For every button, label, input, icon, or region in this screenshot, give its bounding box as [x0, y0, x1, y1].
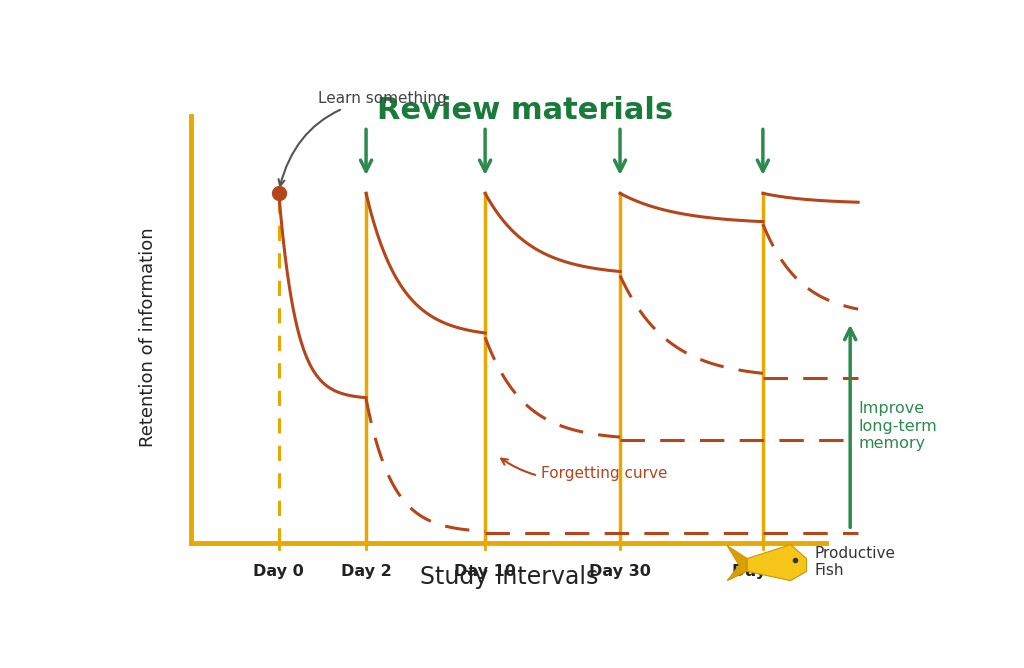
Text: Retention of information: Retention of information: [139, 228, 157, 447]
Text: Productive
Fish: Productive Fish: [814, 546, 895, 578]
Text: Forgetting curve: Forgetting curve: [501, 459, 668, 481]
Text: Day 2: Day 2: [341, 564, 391, 578]
Polygon shape: [727, 546, 746, 580]
Text: Day 10: Day 10: [455, 564, 516, 578]
Text: Review materials: Review materials: [377, 96, 673, 125]
Text: Day 0: Day 0: [253, 564, 304, 578]
Text: Day 30: Day 30: [589, 564, 651, 578]
Text: Improve
long-term
memory: Improve long-term memory: [858, 401, 937, 451]
Polygon shape: [746, 544, 807, 580]
Text: Learn something: Learn something: [279, 91, 447, 186]
Text: Day 60: Day 60: [732, 564, 794, 578]
Text: Study intervals: Study intervals: [420, 565, 598, 589]
